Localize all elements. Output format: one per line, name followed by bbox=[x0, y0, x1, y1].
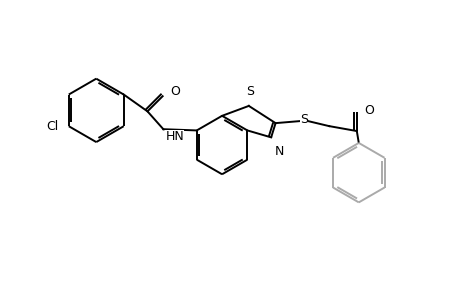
Text: N: N bbox=[274, 145, 284, 158]
Text: Cl: Cl bbox=[46, 120, 59, 133]
Text: S: S bbox=[245, 85, 253, 98]
Text: O: O bbox=[170, 85, 180, 98]
Text: O: O bbox=[364, 104, 374, 117]
Text: S: S bbox=[300, 113, 308, 126]
Text: HN: HN bbox=[165, 130, 184, 143]
